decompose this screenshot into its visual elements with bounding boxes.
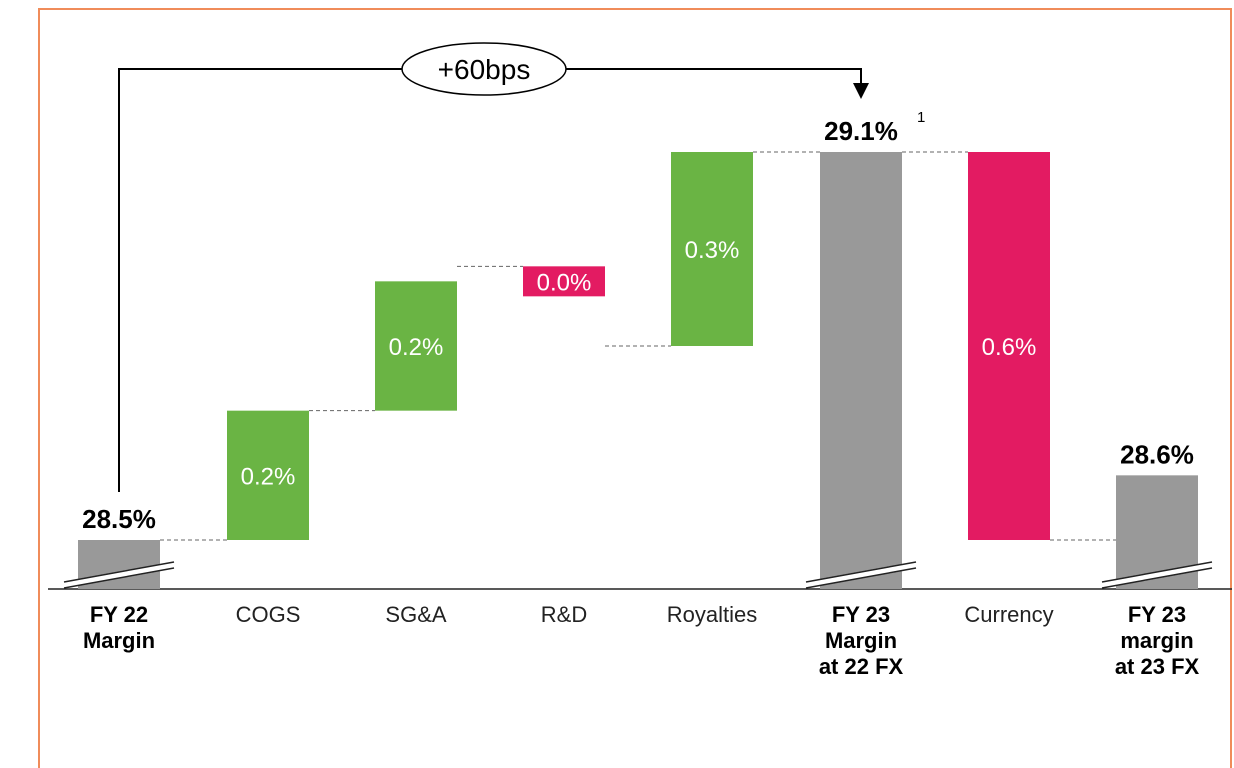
annotation-label: +60bps xyxy=(438,54,531,85)
category-label-3-0: R&D xyxy=(541,602,587,627)
axis-break-gap-5 xyxy=(805,561,917,589)
category-label-0-1: Margin xyxy=(83,628,155,653)
data-label-1: 0.2% xyxy=(241,463,296,490)
axis-break-line-a-7 xyxy=(1101,561,1213,583)
data-label-6: 0.6% xyxy=(982,334,1037,361)
category-label-5-2: at 22 FX xyxy=(819,654,904,679)
bar-2 xyxy=(375,281,457,411)
axis-break-line-b-5 xyxy=(805,567,917,589)
bar-6 xyxy=(968,152,1050,540)
data-label-0: 28.5% xyxy=(82,504,156,534)
footnote-marker-5: 1 xyxy=(917,109,925,126)
axis-break-gap-0 xyxy=(63,561,175,589)
bar-3 xyxy=(523,266,605,297)
annotation-ellipse xyxy=(401,42,567,96)
category-label-0-0: FY 22 xyxy=(90,602,148,627)
data-label-2: 0.2% xyxy=(389,334,444,361)
category-label-1-0: COGS xyxy=(236,602,301,627)
category-label-6-0: Currency xyxy=(964,602,1053,627)
axis-break-line-a-5 xyxy=(805,561,917,583)
category-label-5-1: Margin xyxy=(825,628,897,653)
data-label-4: 0.3% xyxy=(685,237,740,264)
category-label-7-0: FY 23 xyxy=(1128,602,1186,627)
bar-5 xyxy=(820,152,902,589)
data-label-7: 28.6% xyxy=(1120,439,1194,469)
category-label-7-1: margin xyxy=(1120,628,1193,653)
annotation-arrowhead xyxy=(853,83,869,99)
data-label-5: 29.1% xyxy=(824,116,898,146)
category-label-2-0: SG&A xyxy=(385,602,446,627)
axis-break-line-a-0 xyxy=(63,561,175,583)
data-label-3: 0.0% xyxy=(537,269,592,296)
category-label-7-2: at 23 FX xyxy=(1115,654,1200,679)
axis-break-line-b-7 xyxy=(1101,567,1213,589)
category-label-5-0: FY 23 xyxy=(832,602,890,627)
bar-1 xyxy=(227,410,309,540)
axis-break-line-b-0 xyxy=(63,567,175,589)
bar-4 xyxy=(671,152,753,346)
axis-break-gap-7 xyxy=(1101,561,1213,589)
chart-frame xyxy=(38,8,1232,768)
category-label-4-0: Royalties xyxy=(667,602,757,627)
